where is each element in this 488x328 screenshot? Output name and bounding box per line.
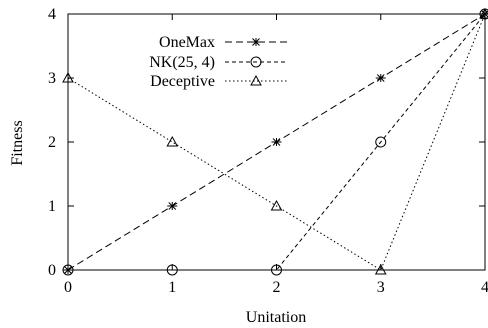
data-point <box>166 264 178 276</box>
legend: OneMax NK(25, 4) Deceptive <box>149 34 287 90</box>
data-point <box>166 135 179 147</box>
legend-entry: NK(25, 4) <box>149 54 287 71</box>
x-axis-label: Unitation <box>246 309 306 326</box>
legend-marker <box>250 56 262 68</box>
x-tick-label: 0 <box>64 279 72 296</box>
x-tick-label: 4 <box>481 279 488 296</box>
y-tick-label: 3 <box>48 70 56 87</box>
data-point <box>271 138 282 146</box>
y-tick-label: 2 <box>48 134 56 151</box>
data-point <box>271 264 282 276</box>
legend-label: Deceptive <box>150 73 215 90</box>
legend-entry: Deceptive <box>150 73 287 90</box>
y-tick-label: 0 <box>48 262 56 279</box>
axis-ticks: 0 1 2 3 4 0 1 2 3 4 <box>48 6 488 296</box>
y-tick-label: 1 <box>48 198 56 215</box>
data-point <box>375 74 386 82</box>
series-line <box>68 13 486 271</box>
data-point <box>375 136 387 148</box>
x-tick-label: 2 <box>273 279 281 296</box>
legend-entry: OneMax <box>159 34 287 51</box>
series-circle <box>62 8 488 276</box>
series-line <box>67 13 486 271</box>
data-point <box>167 202 178 210</box>
x-tick-label: 1 <box>168 279 176 296</box>
legend-marker <box>250 74 262 86</box>
data-point <box>374 263 387 275</box>
x-tick-label: 3 <box>377 279 385 296</box>
data-point <box>62 71 74 83</box>
series-layer <box>62 7 488 276</box>
y-tick-label: 4 <box>48 6 56 23</box>
data-point <box>270 199 283 211</box>
legend-marker <box>251 38 261 46</box>
y-axis-label: Fitness <box>9 120 26 165</box>
legend-label: OneMax <box>159 34 215 51</box>
series-asterisk <box>63 10 488 274</box>
legend-label: NK(25, 4) <box>149 54 215 71</box>
data-point <box>62 264 74 276</box>
